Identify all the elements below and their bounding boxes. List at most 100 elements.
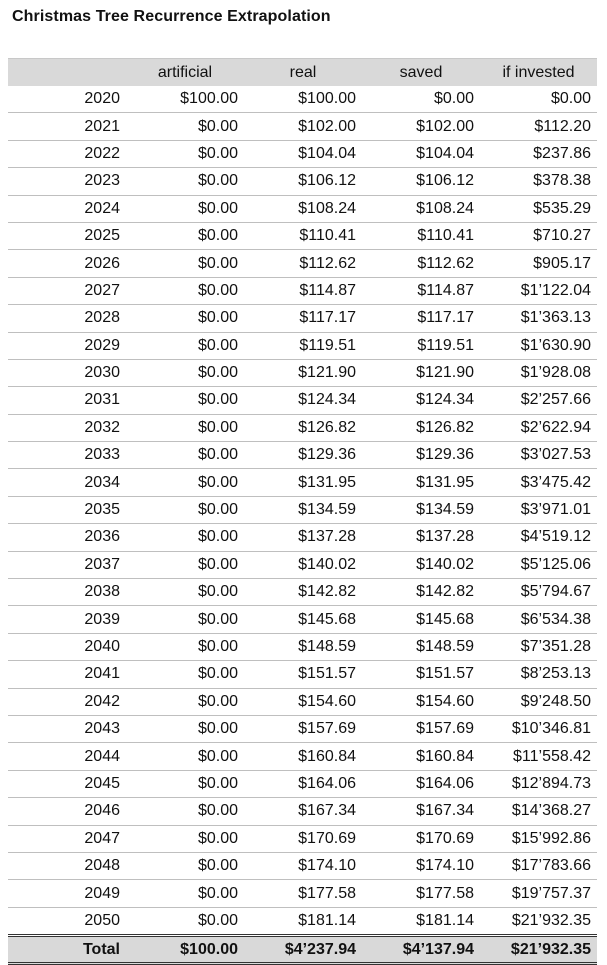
total-artificial: $100.00 [126,934,244,965]
real-cell: $154.60 [244,688,362,716]
artificial-cell: $0.00 [126,633,244,662]
real-cell: $119.51 [244,332,362,360]
real-cell: $145.68 [244,605,362,634]
if-invested-cell: $710.27 [480,222,597,251]
artificial-cell: $0.00 [126,414,244,443]
real-cell: $100.00 [244,86,362,114]
saved-cell: $140.02 [362,551,480,580]
artificial-cell: $0.00 [126,852,244,881]
if-invested-cell: $3’027.53 [480,441,597,470]
page-title: Christmas Tree Recurrence Extrapolation [12,8,331,25]
table-row: 2032 $0.00 $126.82 $126.82 $2’622.94 [8,414,597,443]
year-cell: 2037 [8,551,126,580]
if-invested-cell: $7’351.28 [480,633,597,662]
table-row: 2022 $0.00 $104.04 $104.04 $237.86 [8,140,597,169]
table-row: 2020 $100.00 $100.00 $0.00 $0.00 [8,86,597,114]
artificial-cell: $0.00 [126,167,244,196]
if-invested-cell: $378.38 [480,167,597,196]
year-cell: 2035 [8,496,126,525]
artificial-cell: $0.00 [126,523,244,552]
artificial-cell: $0.00 [126,496,244,525]
if-invested-cell: $4’519.12 [480,523,597,552]
year-cell: 2046 [8,797,126,826]
artificial-cell: $0.00 [126,742,244,771]
artificial-cell: $0.00 [126,359,244,388]
artificial-cell: $0.00 [126,605,244,634]
saved-cell: $142.82 [362,578,480,607]
total-if-invested: $21’932.35 [480,934,597,965]
real-cell: $104.04 [244,140,362,169]
artificial-cell: $0.00 [126,825,244,853]
year-cell: 2030 [8,359,126,388]
real-cell: $167.34 [244,797,362,826]
real-cell: $142.82 [244,578,362,607]
if-invested-cell: $535.29 [480,195,597,223]
if-invested-cell: $2’622.94 [480,414,597,443]
table-row: 2021 $0.00 $102.00 $102.00 $112.20 [8,112,597,141]
table-row: 2042 $0.00 $154.60 $154.60 $9’248.50 [8,688,597,716]
if-invested-cell: $3’971.01 [480,496,597,525]
year-cell: 2031 [8,386,126,415]
table-row: 2043 $0.00 $157.69 $157.69 $10’346.81 [8,715,597,744]
saved-cell: $170.69 [362,825,480,853]
real-cell: $151.57 [244,660,362,689]
saved-cell: $157.69 [362,715,480,744]
artificial-cell: $0.00 [126,770,244,799]
if-invested-cell: $5’794.67 [480,578,597,607]
real-cell: $148.59 [244,633,362,662]
header-row: artificial real saved if invested [8,58,597,86]
artificial-cell: $0.00 [126,578,244,607]
table-row: 2023 $0.00 $106.12 $106.12 $378.38 [8,167,597,196]
artificial-cell: $100.00 [126,86,244,114]
table-row: 2035 $0.00 $134.59 $134.59 $3’971.01 [8,496,597,525]
saved-cell: $102.00 [362,112,480,141]
saved-cell: $154.60 [362,688,480,716]
artificial-cell: $0.00 [126,468,244,497]
saved-cell: $137.28 [362,523,480,552]
year-cell: 2038 [8,578,126,607]
real-cell: $177.58 [244,879,362,908]
saved-cell: $121.90 [362,359,480,388]
artificial-cell: $0.00 [126,907,244,937]
real-cell: $157.69 [244,715,362,744]
year-cell: 2034 [8,468,126,497]
column-header-saved: saved [362,58,480,86]
table-row: 2031 $0.00 $124.34 $124.34 $2’257.66 [8,386,597,415]
year-cell: 2036 [8,523,126,552]
saved-cell: $145.68 [362,605,480,634]
year-cell: 2041 [8,660,126,689]
artificial-cell: $0.00 [126,688,244,716]
year-cell: 2027 [8,277,126,306]
column-header-if-invested: if invested [480,58,597,86]
artificial-cell: $0.00 [126,140,244,169]
real-cell: $114.87 [244,277,362,306]
saved-cell: $106.12 [362,167,480,196]
saved-cell: $114.87 [362,277,480,306]
real-cell: $110.41 [244,222,362,251]
saved-cell: $0.00 [362,86,480,114]
if-invested-cell: $1’363.13 [480,304,597,333]
if-invested-cell: $112.20 [480,112,597,141]
artificial-cell: $0.00 [126,304,244,333]
total-real: $4’237.94 [244,934,362,965]
if-invested-cell: $12’894.73 [480,770,597,799]
table-row: 2033 $0.00 $129.36 $129.36 $3’027.53 [8,441,597,470]
if-invested-cell: $14’368.27 [480,797,597,826]
real-cell: $134.59 [244,496,362,525]
if-invested-cell: $17’783.66 [480,852,597,881]
year-cell: 2047 [8,825,126,853]
artificial-cell: $0.00 [126,715,244,744]
saved-cell: $124.34 [362,386,480,415]
column-header-artificial: artificial [126,58,244,86]
table-row: 2044 $0.00 $160.84 $160.84 $11’558.42 [8,742,597,771]
saved-cell: $126.82 [362,414,480,443]
artificial-cell: $0.00 [126,195,244,223]
table-row: 2025 $0.00 $110.41 $110.41 $710.27 [8,222,597,251]
if-invested-cell: $10’346.81 [480,715,597,744]
saved-cell: $104.04 [362,140,480,169]
table-row: 2038 $0.00 $142.82 $142.82 $5’794.67 [8,578,597,607]
extrapolation-table: artificial real saved if invested 2020 $1… [8,58,597,965]
table-row: 2041 $0.00 $151.57 $151.57 $8’253.13 [8,660,597,689]
year-cell: 2023 [8,167,126,196]
saved-cell: $167.34 [362,797,480,826]
